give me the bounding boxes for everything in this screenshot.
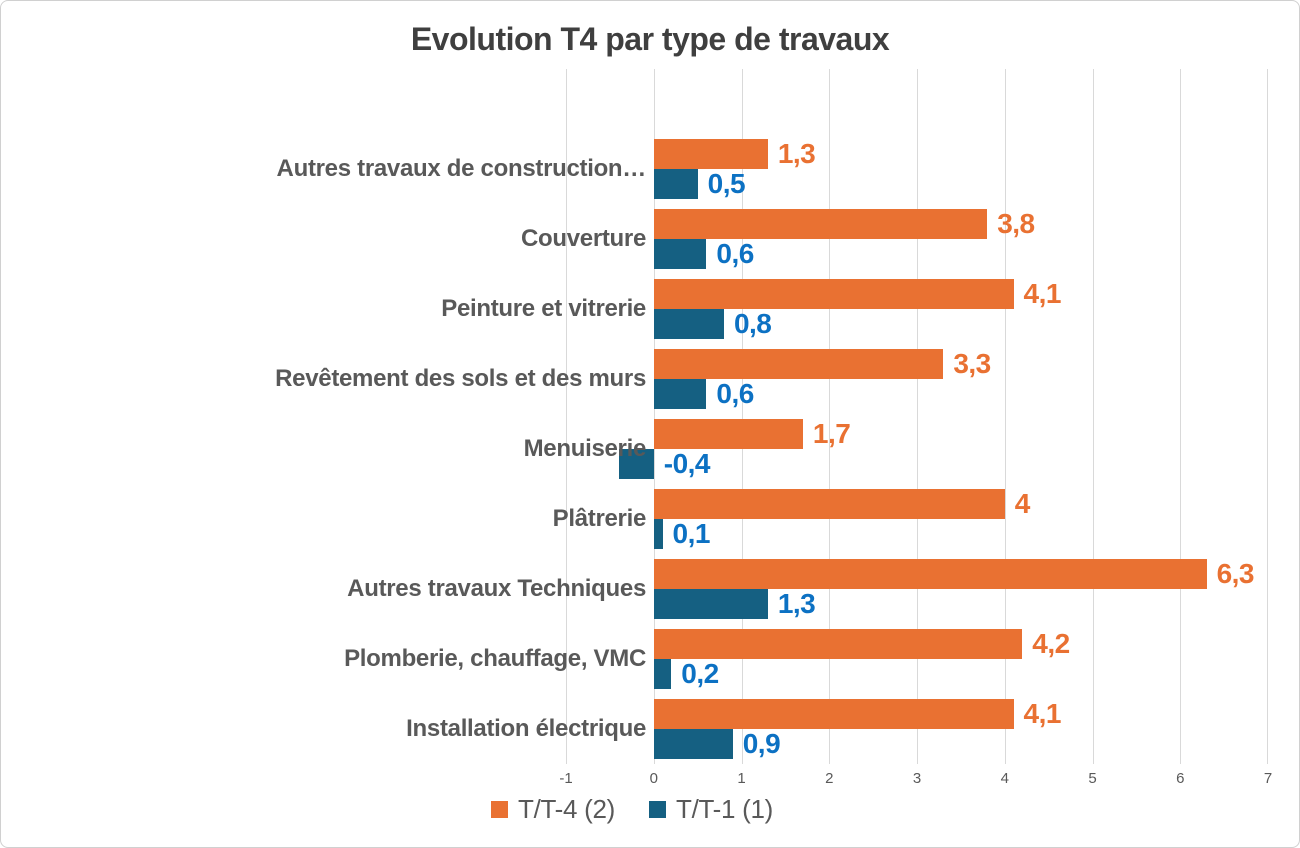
x-axis-tick-label: 7	[1263, 770, 1273, 787]
legend-swatch-tt1-icon	[649, 800, 666, 818]
legend-item-tt1[interactable]: T/T-1 (1)	[649, 794, 773, 825]
bar-tt4[interactable]	[653, 488, 1005, 519]
value-label-tt1: 0,1	[672, 518, 711, 549]
legend-label-tt1: T/T-1 (1)	[676, 793, 773, 824]
x-axis-tick-label: 2	[825, 770, 834, 787]
category-label: Peinture et vitrerie	[441, 294, 646, 322]
value-label-tt4: 1,3	[777, 137, 816, 169]
bar-tt4[interactable]	[653, 698, 1014, 729]
gridline	[566, 69, 567, 764]
category-label: Autres travaux Techniques	[347, 574, 646, 602]
gridline	[1004, 69, 1006, 764]
gridline	[1092, 69, 1094, 764]
bar-tt4[interactable]	[653, 138, 768, 169]
x-axis-tick-label: 5	[1088, 770, 1097, 787]
legend-label-tt4: T/T-4 (2)	[518, 793, 615, 824]
bar-tt4[interactable]	[653, 278, 1014, 309]
value-label-tt1: -0,4	[663, 448, 711, 479]
legend-swatch-tt4-icon	[491, 800, 509, 818]
value-label-tt1: 0,5	[707, 168, 746, 199]
category-label: Installation électrique	[406, 714, 646, 742]
bar-tt4[interactable]	[653, 628, 1023, 659]
x-axis-tick-label: -1	[559, 770, 573, 787]
gridline	[829, 69, 831, 764]
category-label: Revêtement des sols et des murs	[275, 364, 646, 392]
bar-tt4[interactable]	[653, 558, 1207, 589]
x-axis-tick-label: 0	[649, 770, 658, 787]
chart-title: Evolution T4 par type de travaux	[410, 21, 890, 57]
x-axis-tick-label: 4	[1000, 770, 1009, 787]
legend-inner: T/T-4 (2) T/T-1 (1)	[491, 794, 773, 825]
value-label-tt4: 3,8	[997, 207, 1035, 239]
plot-area: -1 0 1 2 3 4 5 6 7 1,3 0,5 3,8 0,6 4,1 0,8 3,3 0,6 1,7 -0,…	[559, 69, 1272, 787]
category-label: Couverture	[520, 224, 646, 252]
value-label-tt4: 4,1	[1023, 697, 1062, 729]
x-axis-tick-label: 3	[912, 770, 922, 787]
value-label-tt4: 3,3	[953, 347, 991, 379]
value-label-tt1: 0,6	[716, 378, 754, 409]
value-label-tt1: 0,8	[733, 308, 772, 339]
value-label-tt4: 1,7	[812, 417, 851, 449]
value-label-tt1: 1,3	[777, 588, 816, 619]
value-label-tt4: 4,2	[1032, 627, 1070, 659]
gridline	[917, 69, 918, 764]
bar-tt1[interactable]	[653, 239, 707, 269]
bar-tt1[interactable]	[653, 309, 724, 339]
bar-tt1[interactable]	[653, 659, 672, 689]
category-label: Menuiserie	[523, 434, 647, 462]
x-axis-tick-label: 1	[737, 770, 746, 787]
value-label-tt1: 0,9	[742, 728, 781, 759]
gridline	[1267, 69, 1268, 764]
legend: T/T-4 (2) T/T-1 (1)	[1, 791, 1299, 827]
value-label-tt4: 4,1	[1023, 277, 1062, 309]
bar-tt4[interactable]	[653, 208, 988, 239]
bar-tt1[interactable]	[653, 729, 733, 759]
gridline	[741, 69, 743, 764]
value-label-tt1: 0,6	[716, 238, 754, 269]
gridline	[1180, 69, 1182, 764]
bar-tt1[interactable]	[653, 519, 663, 549]
value-label-tt1: 0,2	[681, 658, 719, 689]
category-label: Plomberie, chauffage, VMC	[344, 644, 646, 672]
category-label: Autres travaux de construction…	[276, 154, 647, 182]
bar-tt4[interactable]	[653, 348, 944, 379]
gridline	[653, 69, 655, 764]
x-axis-tick-label: 6	[1176, 770, 1185, 787]
value-label-tt4: 6,3	[1216, 557, 1255, 589]
bar-tt1[interactable]	[618, 449, 654, 479]
bar-tt1[interactable]	[653, 169, 698, 199]
bar-tt1[interactable]	[653, 379, 707, 409]
bar-tt4[interactable]	[653, 418, 803, 449]
bar-tt1[interactable]	[653, 589, 768, 619]
legend-item-tt4[interactable]: T/T-4 (2)	[491, 794, 615, 825]
value-label-tt4: 4	[1014, 487, 1031, 519]
category-label: Plâtrerie	[552, 504, 647, 532]
